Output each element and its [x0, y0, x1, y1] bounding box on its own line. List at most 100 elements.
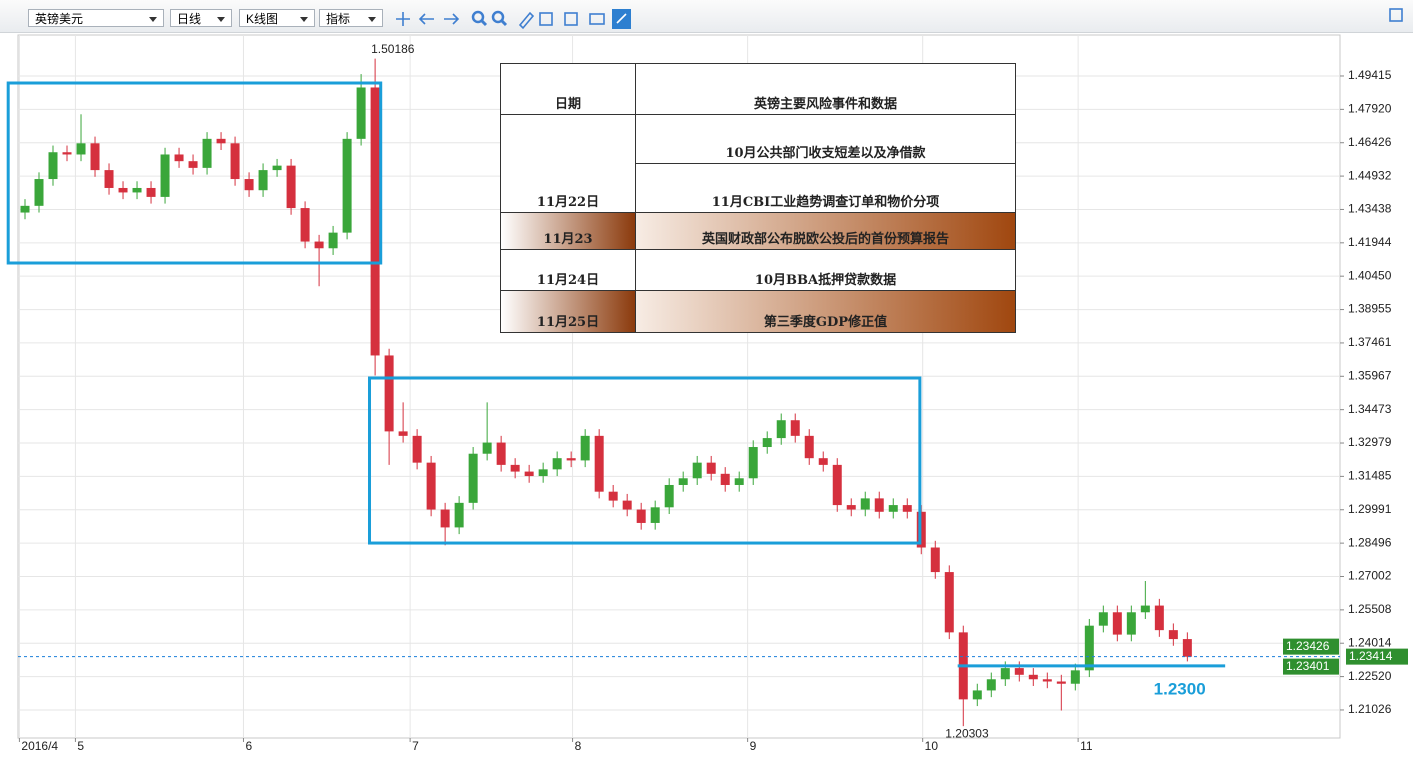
- right-icon[interactable]: [444, 13, 460, 25]
- candle-body: [454, 502, 464, 528]
- expand-icon[interactable]: [1389, 8, 1403, 22]
- candle-body: [1182, 639, 1192, 657]
- pen-icon[interactable]: [518, 11, 535, 30]
- candle-body: [146, 187, 156, 197]
- tool-icon[interactable]: [539, 12, 553, 26]
- y-tick-label: 1.47920: [1348, 102, 1392, 116]
- zoom-in-icon[interactable]: [471, 10, 488, 27]
- y-tick-label: 1.43438: [1348, 202, 1392, 216]
- x-tick-label: 2016/4: [21, 739, 58, 753]
- candle-body: [1042, 679, 1052, 682]
- candle-body: [468, 453, 478, 503]
- table-row: 11月24日 10月BBA抵押贷款数据: [501, 249, 1015, 290]
- candle-body: [650, 507, 660, 523]
- candle-body: [188, 161, 198, 168]
- candle-body: [1140, 605, 1150, 613]
- candle-body: [888, 505, 898, 512]
- candle-body: [230, 143, 240, 180]
- candle-body: [384, 355, 394, 432]
- y-tick-label: 1.28496: [1348, 535, 1392, 549]
- candle-body: [594, 435, 604, 492]
- date-cell: 11月23: [501, 213, 636, 249]
- candle-body: [1028, 674, 1038, 680]
- y-tick-label: 1.44932: [1348, 168, 1392, 182]
- crosshair-icon[interactable]: [396, 12, 410, 26]
- candle-body: [874, 498, 884, 512]
- rect-icon[interactable]: [589, 13, 605, 25]
- candle-body: [636, 509, 646, 523]
- candle-body: [132, 187, 142, 193]
- candle-body: [706, 462, 716, 474]
- candle-body: [34, 179, 44, 206]
- x-tick-label: 10: [925, 739, 939, 753]
- header-cell: 英镑主要风险事件和数据: [753, 97, 897, 112]
- support-label: 1.2300: [1154, 679, 1206, 698]
- candle-body: [426, 462, 436, 510]
- candle-body: [972, 690, 982, 700]
- candle-body: [692, 462, 702, 479]
- candle-body: [1154, 605, 1164, 631]
- range-box: [6, 81, 383, 265]
- candle-body: [104, 170, 114, 188]
- y-tick-label: 1.31485: [1348, 469, 1392, 483]
- candle-body: [202, 138, 212, 168]
- symbol-select[interactable]: 英镑美元: [28, 9, 164, 27]
- candle-body: [300, 208, 310, 242]
- candle-body: [734, 478, 744, 485]
- candle-body: [510, 464, 520, 472]
- event: 10月公共部门收支短差以及净借款: [725, 146, 926, 161]
- candle-body: [580, 435, 590, 461]
- price-tag-label: 1.23426: [1286, 639, 1330, 653]
- candle-body: [1098, 612, 1108, 626]
- candle-body: [524, 471, 534, 477]
- candle-body: [832, 464, 842, 506]
- y-tick-label: 1.46426: [1348, 135, 1392, 149]
- y-tick-label: 1.21026: [1348, 702, 1392, 716]
- candle-body: [930, 547, 940, 573]
- candle-body: [1126, 612, 1136, 635]
- candle-body: [118, 187, 128, 193]
- price-tag: [1283, 658, 1339, 675]
- high-label: 1.50186: [371, 42, 415, 56]
- y-tick-label: 1.32979: [1348, 435, 1392, 449]
- candle-body: [160, 154, 170, 197]
- period-select[interactable]: 日线: [170, 9, 232, 27]
- candle-body: [1168, 630, 1178, 640]
- candle-body: [412, 435, 422, 463]
- y-tick-label: 1.22520: [1348, 669, 1392, 683]
- table-header: 日期 英镑主要风险事件和数据: [501, 64, 1015, 114]
- header-cell: 日期: [501, 64, 636, 114]
- candle-body: [370, 87, 380, 356]
- candle-body: [1014, 668, 1024, 675]
- candle-body: [776, 420, 786, 439]
- candle-body: [216, 138, 226, 144]
- event-cell: 10月公共部门收支短差以及净借款 11月CBI工业趋势调查订单和物价分项: [636, 115, 1015, 212]
- event-cell: 英国财政部公布脱欧公投后的首份预算报告: [636, 213, 1015, 249]
- y-tick-label: 1.37461: [1348, 335, 1392, 349]
- candle-body: [846, 505, 856, 510]
- candle-body: [440, 509, 450, 528]
- style-select[interactable]: K线图: [239, 9, 315, 27]
- tool-icon[interactable]: [564, 12, 578, 26]
- date-cell: 11月24日: [501, 250, 636, 290]
- candle-body: [608, 491, 618, 501]
- y-tick-label: 1.41944: [1348, 235, 1392, 249]
- candle-body: [986, 679, 996, 691]
- candle-body: [62, 152, 72, 155]
- left-icon[interactable]: [418, 13, 434, 25]
- y-tick-label: 1.38955: [1348, 302, 1392, 316]
- x-tick-label: 5: [77, 739, 84, 753]
- candle-body: [538, 469, 548, 477]
- y-tick-label: 1.34473: [1348, 402, 1392, 416]
- y-tick-label: 1.29991: [1348, 502, 1392, 516]
- candle-body: [76, 143, 86, 155]
- candle-body: [678, 478, 688, 485]
- event-cell: 10月BBA抵押贷款数据: [754, 273, 897, 288]
- date-cell: 11月22日: [501, 115, 636, 212]
- x-tick-label: 6: [245, 739, 252, 753]
- indicator-select[interactable]: 指标: [319, 9, 383, 27]
- x-tick-label: 11: [1080, 739, 1093, 753]
- candle-body: [1000, 668, 1010, 680]
- zoom-out-icon[interactable]: [491, 10, 508, 27]
